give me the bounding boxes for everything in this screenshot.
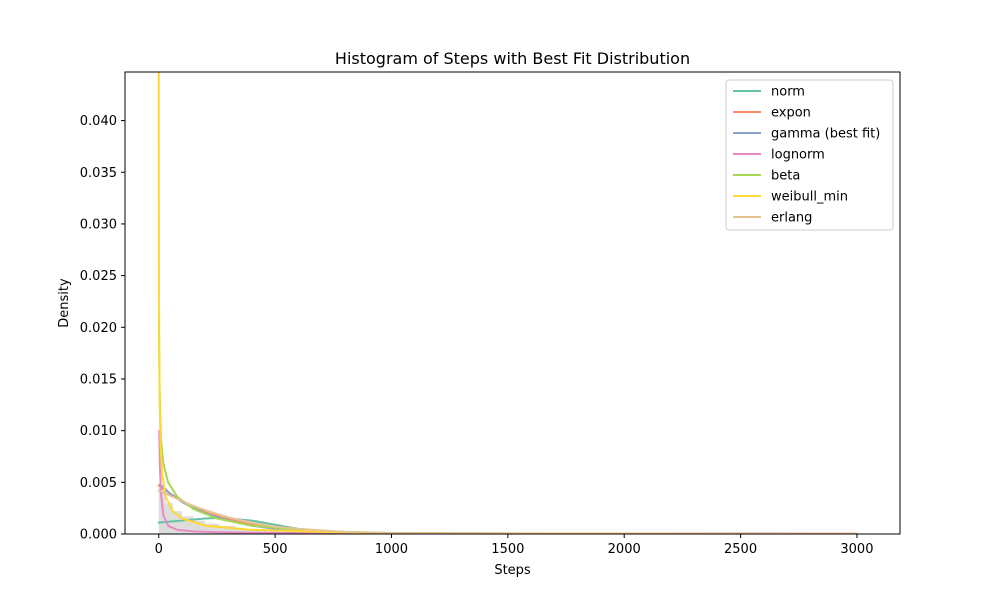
y-axis-ticks: 0.000 0.005 0.010 0.015 0.020 0.025 0.030 0.035… [80, 114, 125, 543]
y-tick-label: 0.000 [80, 528, 117, 543]
y-tick-label: 0.030 [80, 217, 117, 232]
x-axis-label: Steps [494, 563, 531, 578]
y-axis-label: Density [57, 278, 72, 328]
y-tick-label: 0.015 [80, 372, 117, 387]
x-axis-ticks: 0 500 1000 1500 2000 2500 3000 [155, 534, 873, 557]
legend-label-gamma-best-fit-: gamma (best fit) [771, 127, 880, 142]
histogram-bar-4 [193, 520, 206, 534]
axes-frame [124, 71, 901, 535]
y-tick-label: 0.040 [80, 114, 117, 129]
x-tick-label: 0 [155, 542, 163, 557]
x-tick-label: 3000 [840, 542, 873, 557]
x-tick-label: 2500 [724, 542, 757, 557]
legend-label-erlang: erlang [771, 211, 812, 226]
histogram-bar-1 [165, 502, 173, 534]
x-tick-label: 1000 [375, 542, 408, 557]
legend-label-beta: beta [771, 169, 800, 184]
y-tick-label: 0.010 [80, 424, 117, 439]
legend-box [725, 79, 894, 231]
legend-label-weibull-min: weibull_min [771, 190, 848, 205]
y-tick-label: 0.035 [80, 166, 117, 181]
x-tick-label: 500 [263, 542, 288, 557]
legend-label-lognorm: lognorm [771, 148, 825, 163]
legend-label-expon: expon [771, 106, 811, 121]
legend: norm expon gamma (best fit) lognorm beta weib… [725, 79, 894, 231]
histogram-bar-3 [182, 516, 194, 534]
x-tick-label: 1500 [491, 542, 524, 557]
legend-label-norm: norm [771, 85, 805, 100]
histogram-bar-5 [205, 523, 220, 534]
y-tick-label: 0.020 [80, 321, 117, 336]
chart-title: Histogram of Steps with Best Fit Distrib… [335, 49, 690, 68]
y-tick-label: 0.025 [80, 269, 117, 284]
histogram-bar-7 [235, 528, 257, 534]
x-tick-label: 2000 [608, 542, 641, 557]
y-tick-label: 0.005 [80, 476, 117, 491]
histogram-bar-6 [219, 525, 236, 534]
histogram-bar-2 [172, 511, 183, 534]
